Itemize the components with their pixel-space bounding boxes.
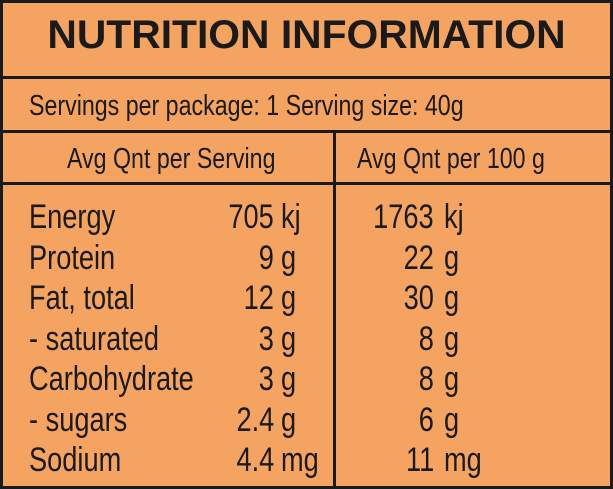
nutrient-name: - saturated [29,320,160,358]
table-row: Sodium 4.4 mg 11 mg [3,441,610,481]
table-row: Carbohydrate 3 g 8 g [3,360,610,400]
nutrient-name: Carbohydrate [29,360,194,398]
divider-title [3,76,610,79]
serving-unit: g [281,401,297,439]
serving-unit: g [281,320,297,358]
per-100g-value: 22 [403,239,434,277]
per-100g-unit: g [444,239,460,277]
table-row: Energy 705 kj 1763 kj [3,198,610,238]
nutrient-name: Protein [29,239,116,277]
serving-unit: mg [281,441,319,479]
column-header-per-serving: Avg Qnt per Serving [67,143,276,175]
table-row: Protein 9 g 22 g [3,239,610,279]
divider-header [3,182,610,185]
panel-title: NUTRITION INFORMATION [47,13,566,57]
serving-value: 705 [228,198,274,236]
per-100g-unit: g [444,320,460,358]
serving-value: 9 [258,239,274,277]
per-100g-value: 30 [403,279,434,317]
divider-servings [3,130,610,133]
per-100g-unit: mg [444,441,482,479]
per-100g-unit: kj [444,198,464,236]
per-100g-value: 8 [418,320,434,358]
per-100g-unit: g [444,279,460,317]
serving-value: 12 [243,279,274,317]
serving-value: 4.4 [236,441,274,479]
nutrient-name: - sugars [29,401,128,439]
nutrient-name: Fat, total [29,279,135,317]
serving-unit: g [281,239,297,277]
serving-value: 3 [258,360,274,398]
serving-value: 3 [258,320,274,358]
per-100g-value: 6 [418,401,434,439]
nutrient-name: Sodium [29,441,122,479]
serving-value: 2.4 [236,401,274,439]
per-100g-unit: g [444,401,460,439]
serving-unit: g [281,360,297,398]
table-row: - sugars 2.4 g 6 g [3,401,610,441]
serving-unit: kj [281,198,301,236]
column-divider [333,130,336,486]
table-row: Fat, total 12 g 30 g [3,279,610,319]
nutrient-name: Energy [29,198,116,236]
per-100g-value: 1763 [373,198,434,236]
table-row: - saturated 3 g 8 g [3,320,610,360]
column-header-per-100g: Avg Qnt per 100 g [357,143,545,175]
servings-line: Servings per package: 1 Serving size: 40… [29,90,464,122]
serving-unit: g [281,279,297,317]
per-100g-unit: g [444,360,460,398]
per-100g-value: 8 [418,360,434,398]
per-100g-value: 11 [405,441,434,479]
